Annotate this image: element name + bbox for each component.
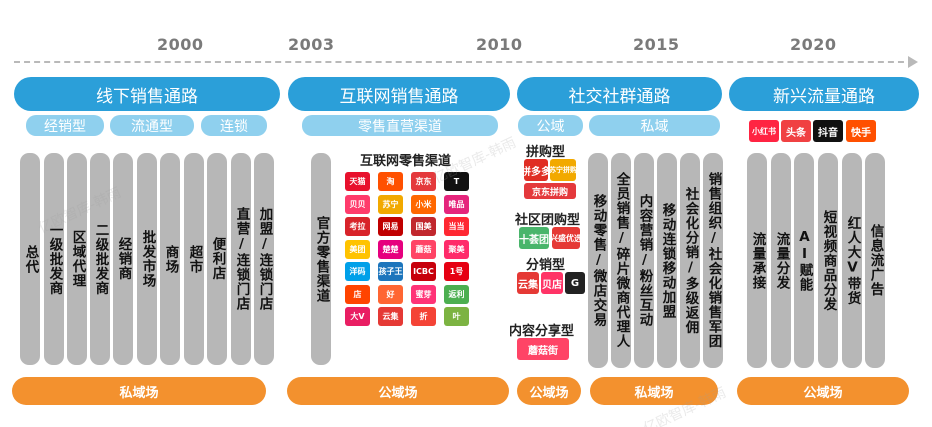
sub-chain: 连锁 [201,115,267,136]
jd-groupbuy-logo: 京东拼购 [524,183,576,199]
year-label: 2003 [288,35,335,54]
platform-logo: 天猫 [345,172,370,191]
column-item: 一级批发商 [44,153,64,365]
column-item: 直营/连锁门店 [231,153,251,365]
year-label: 2020 [790,35,837,54]
group-title-group-buy: 拼购型 [526,145,566,160]
internet-logos-title: 互联网零售渠道 [360,154,452,169]
platform-logo: 淘 [378,172,403,191]
group-title-distribution: 分销型 [526,258,566,273]
stage-offline-title: 线下销售通路 [14,77,280,111]
column-item: 红人大V带货 [842,153,862,368]
footer-private: 私域场 [590,377,718,405]
year-label: 2010 [476,35,523,54]
platform-logo: 贝贝 [345,194,370,214]
beidian-logo: 贝店 [541,272,563,294]
platform-logo: 当当 [444,217,469,236]
g-logo: G [565,272,585,294]
group-title-community: 社区团购型 [515,213,581,228]
column-official-retail: 官方零售渠道 [311,153,331,365]
mogujie-logo: 蘑菇街 [517,338,569,360]
platform-logo: T [444,172,469,191]
xingsheng-logo: 兴盛优选 [550,227,582,249]
year-label: 2000 [157,35,204,54]
platform-logo: 大V [345,307,370,326]
column-item: 二级批发商 [90,153,110,365]
column-item: 销售组织/社会化销售军团 [703,153,723,368]
year-label: 2015 [633,35,680,54]
footer-public: 公域场 [517,377,581,405]
sub-public-domain: 公域 [518,115,583,136]
platform-logo: 叶 [444,307,469,326]
column-item: AI赋能 [794,153,814,368]
group-title-content: 内容分享型 [509,324,575,339]
sub-circulation: 流通型 [110,115,194,136]
platform-logo: 聚美 [444,239,469,259]
column-item: 加盟/连锁门店 [254,153,274,365]
stage-emerging-title: 新兴流量通路 [729,77,919,111]
footer-public: 公域场 [287,377,509,405]
column-item: 移动连锁移动加盟 [657,153,677,368]
footer-public: 公域场 [737,377,909,405]
platform-logo: 小米 [411,194,436,214]
column-item: 短视频商品分发 [818,153,838,368]
timeline-arrow-icon [908,56,918,68]
platform-logo: 好 [378,284,403,304]
timeline-line [14,61,914,63]
douyin-logo: 抖音 [813,120,843,142]
column-item: 信息流广告 [865,153,885,368]
platform-logo: 云集 [378,307,403,326]
column-item: 区域代理 [67,153,87,365]
column-item: 总代 [20,153,40,365]
column-item: 便利店 [207,153,227,365]
platform-logo: 洋码 [345,262,370,281]
platform-logo: 京东 [411,172,436,191]
platform-logo: 苏宁 [378,194,403,214]
column-item: 社会化分销/多级返佣 [680,153,700,368]
pinduoduo-logo: 拼多多 [521,159,551,181]
stage-social-title: 社交社群通路 [517,77,722,111]
shihuituan-logo: 十荟团 [519,227,549,249]
platform-logo: 美团 [345,239,370,259]
footer-private: 私域场 [12,377,266,405]
platform-logo: 考拉 [345,217,370,236]
platform-logo: 网易 [378,217,403,236]
column-item: 流量承接 [747,153,767,368]
column-item: 全员销售/碎片微商代理人 [611,153,631,368]
kuaishou-logo: 快手 [846,120,876,142]
platform-logo: ICBC [411,262,436,281]
column-item: 商场 [160,153,180,365]
stage-internet-title: 互联网销售通路 [288,77,510,111]
platform-logo: 1号 [444,262,469,281]
yunji-logo: 云集 [517,272,539,294]
suning-groupbuy-logo: 苏宁拼购 [549,159,577,181]
column-item: 移动零售/微店交易 [588,153,608,368]
sub-distribution: 经销型 [26,115,104,136]
platform-logo: 唯品 [444,194,469,214]
platform-logo: 孩子王 [378,262,403,281]
column-item: 批发市场 [137,153,157,365]
column-item: 经销商 [113,153,133,365]
column-item: 流量分发 [771,153,791,368]
internet-logo-grid: 天猫淘京东 T 贝贝 苏宁 小米 唯品考拉 网易 国美 当当美团 楚楚 蘑菇 聚美洋码 孩子王 ICBC 1… [345,172,475,326]
platform-logo: 蘑菇 [411,239,436,259]
platform-logo: 蜜芽 [411,284,436,304]
toutiao-logo: 头条 [781,120,811,142]
platform-logo: 楚楚 [378,239,403,259]
platform-logo: 折 [411,307,436,326]
sub-private-domain: 私域 [589,115,720,136]
column-item: 内容营销/粉丝互动 [634,153,654,368]
platform-logo: 店 [345,284,370,304]
platform-logo: 返利 [444,284,469,304]
xiaohongshu-logo: 小红书 [749,120,779,142]
column-item: 超市 [184,153,204,365]
platform-logo: 国美 [411,217,436,236]
sub-direct-retail: 零售直营渠道 [302,115,498,136]
